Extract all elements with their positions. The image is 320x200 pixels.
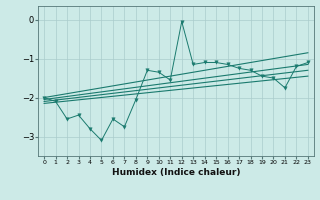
X-axis label: Humidex (Indice chaleur): Humidex (Indice chaleur): [112, 168, 240, 177]
